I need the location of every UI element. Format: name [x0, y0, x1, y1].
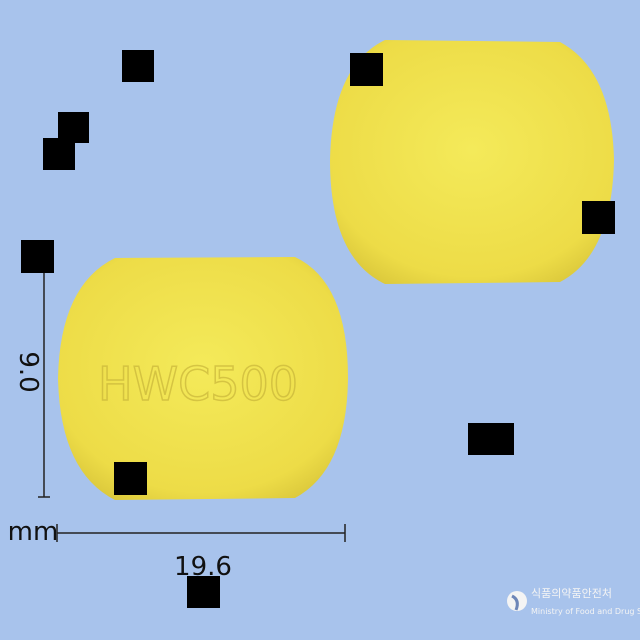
redactions — [21, 50, 615, 608]
unit-label: mm — [8, 517, 59, 547]
height-label: 9.0 — [13, 351, 43, 392]
logo-mark — [511, 594, 519, 611]
logo-english: Ministry of Food and Drug Safety — [531, 607, 640, 616]
pill-back — [330, 40, 614, 284]
pill-front — [58, 257, 348, 500]
logo-korean: 식품의약품안전처 — [531, 586, 612, 600]
pill-imprint: HWC500 — [98, 357, 298, 411]
dimension-lines — [38, 272, 346, 542]
